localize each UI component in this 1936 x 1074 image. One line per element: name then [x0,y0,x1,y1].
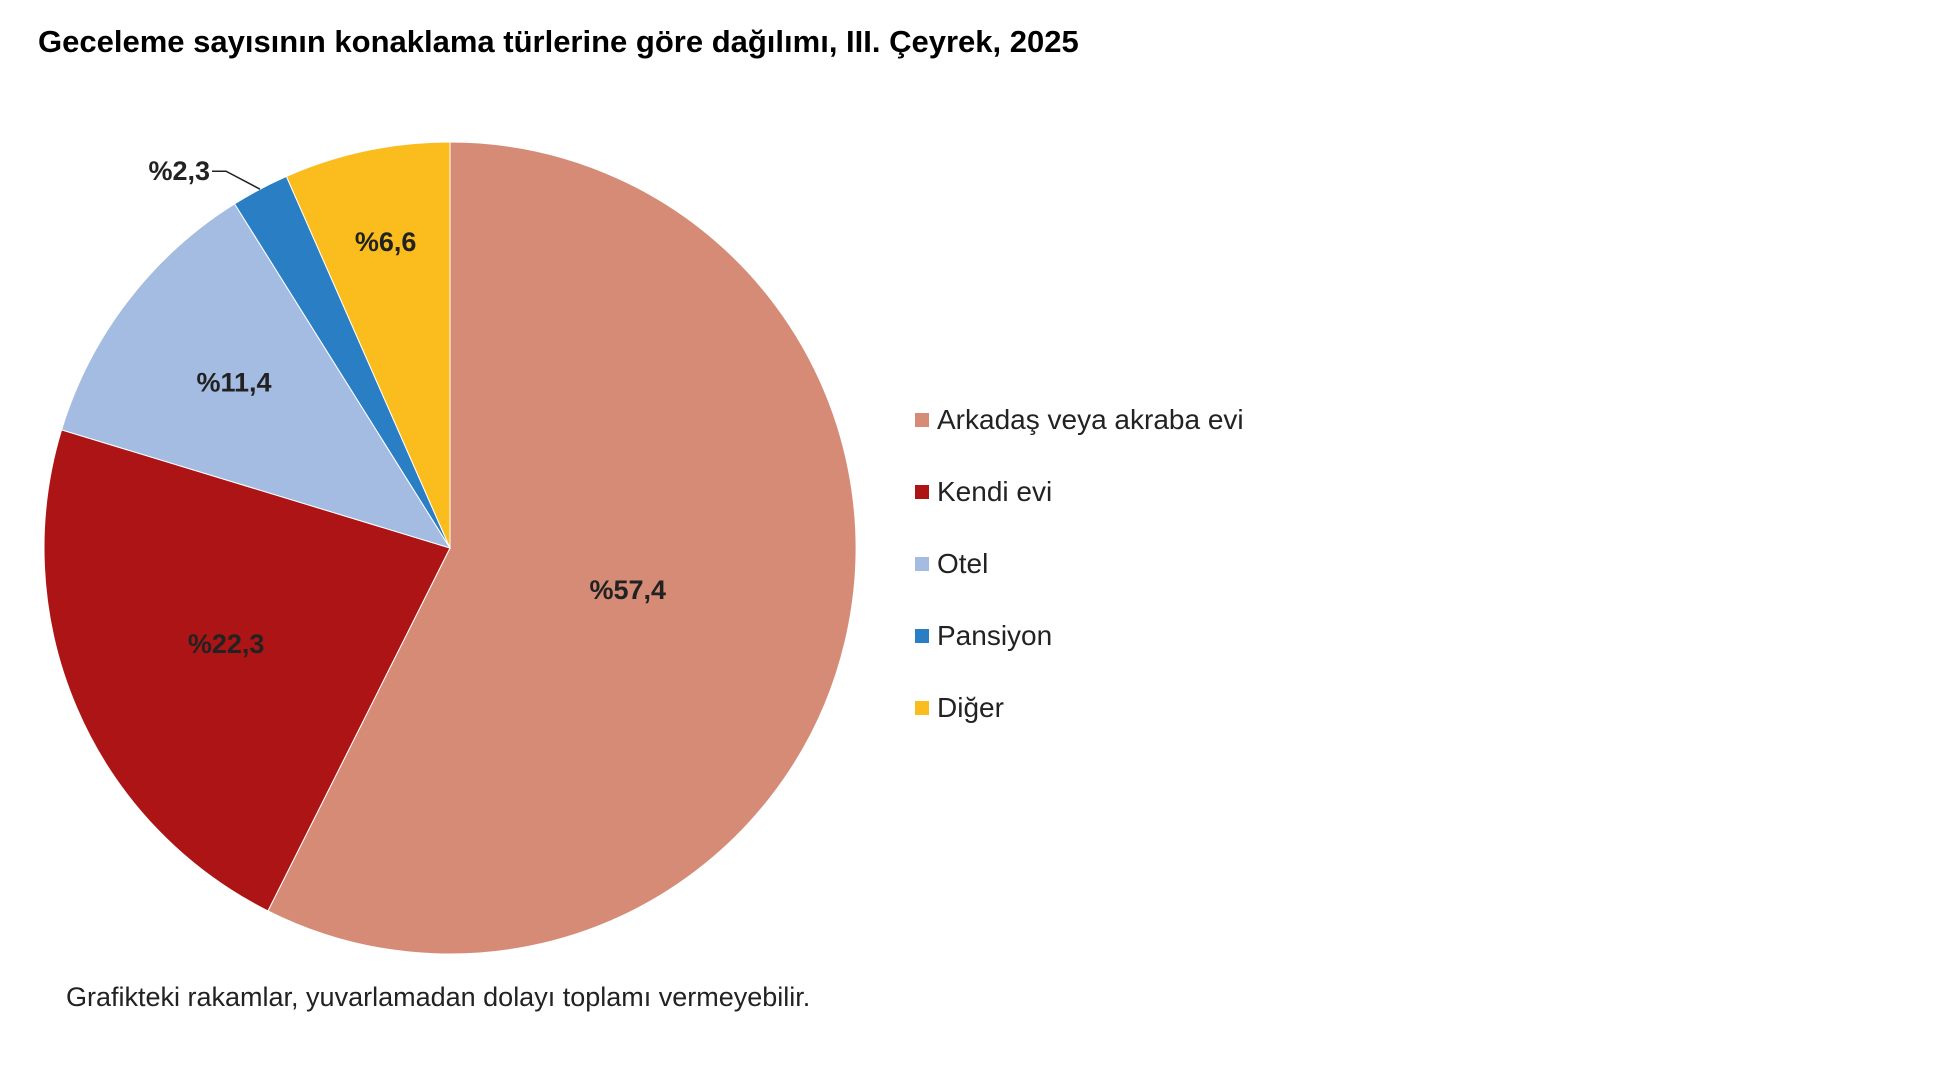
pie-slices [43,141,857,955]
slice-data-label: %6,6 [355,227,417,257]
legend-item: Arkadaş veya akraba evi [915,384,1244,456]
legend-item: Kendi evi [915,456,1244,528]
legend-item: Pansiyon [915,600,1244,672]
pie-slice [285,141,451,549]
chart-footnote: Grafikteki rakamlar, yuvarlamadan dolayı… [66,982,811,1012]
slice-data-label: %22,3 [188,629,265,659]
pie-slice [267,141,857,955]
legend-label: Otel [937,548,989,579]
legend-swatch [915,629,929,643]
legend-item: Diğer [915,672,1244,744]
slice-data-label: %57,4 [590,575,667,605]
slice-data-label: %11,4 [196,368,271,398]
legend-label: Pansiyon [937,620,1053,651]
legend-label: Arkadaş veya akraba evi [937,404,1244,435]
legend-swatch [915,557,929,571]
legend-swatch [915,485,929,499]
leader-line [212,170,261,190]
chart-title: Geceleme sayısının konaklama türlerine g… [38,24,1079,59]
pie-data-labels: %57,4 %22,3 %11,4 %2,3 %6,6 [148,156,666,659]
pie-slice [43,429,451,912]
pie-slice [60,203,452,549]
legend-item: Otel [915,528,1244,600]
slice-data-label: %2,3 [148,156,210,186]
legend-swatch [915,701,929,715]
legend-label: Diğer [937,692,1004,723]
chart-legend: Arkadaş veya akraba evi Kendi evi Otel P… [915,384,1244,744]
legend-swatch [915,413,929,427]
legend-label: Kendi evi [937,476,1053,507]
